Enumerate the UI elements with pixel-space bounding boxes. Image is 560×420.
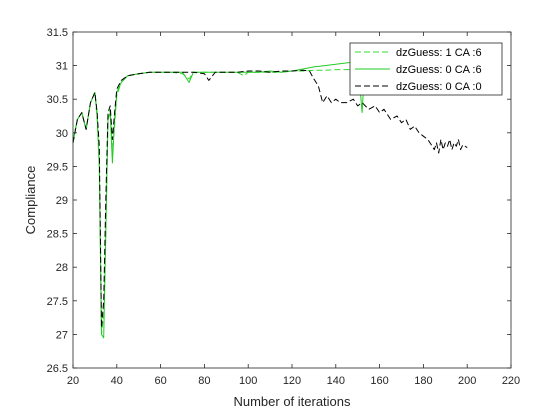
x-tick-label: 40 bbox=[111, 375, 123, 387]
y-tick-label: 27.5 bbox=[47, 296, 68, 308]
x-tick-label: 20 bbox=[67, 375, 79, 387]
x-tick-label: 60 bbox=[154, 375, 166, 387]
x-tick-label: 100 bbox=[239, 375, 257, 387]
x-axis-label: Number of iterations bbox=[233, 394, 351, 409]
x-tick-label: 180 bbox=[414, 375, 432, 387]
y-tick-label: 28.5 bbox=[47, 229, 68, 241]
y-axis-label: Compliance bbox=[23, 166, 38, 235]
x-tick-label: 120 bbox=[283, 375, 301, 387]
y-tick-label: 28 bbox=[56, 262, 68, 274]
y-tick-label: 29 bbox=[56, 195, 68, 207]
series-line-3 bbox=[72, 69, 468, 329]
y-tick-label: 26.5 bbox=[47, 363, 68, 375]
y-tick-label: 30 bbox=[56, 128, 68, 140]
y-tick-label: 27 bbox=[56, 329, 68, 341]
legend-label-3: dzGuess: 0 CA :0 bbox=[396, 81, 482, 93]
y-tick-label: 29.5 bbox=[47, 161, 68, 173]
x-tick-label: 160 bbox=[370, 375, 388, 387]
y-axis-ticks: 26.5 27 27.5 28 28.5 29 29.5 30 30.5 31 31.5 bbox=[47, 27, 511, 375]
x-tick-label: 200 bbox=[458, 375, 476, 387]
legend-label-1: dzGuess: 1 CA :6 bbox=[396, 47, 482, 59]
legend-label-2: dzGuess: 0 CA :6 bbox=[396, 64, 482, 76]
series-layer bbox=[72, 60, 468, 339]
y-tick-label: 30.5 bbox=[47, 94, 68, 106]
x-axis-ticks: 20 40 60 80 100 120 140 160 180 200 220 bbox=[67, 32, 520, 387]
y-tick-label: 31.5 bbox=[47, 27, 68, 39]
x-tick-label: 80 bbox=[198, 375, 210, 387]
x-tick-label: 220 bbox=[502, 375, 520, 387]
legend: dzGuess: 1 CA :6 dzGuess: 0 CA :6 dzGuess:… bbox=[349, 42, 503, 96]
x-tick-label: 140 bbox=[327, 375, 345, 387]
y-tick-label: 31 bbox=[56, 61, 68, 73]
